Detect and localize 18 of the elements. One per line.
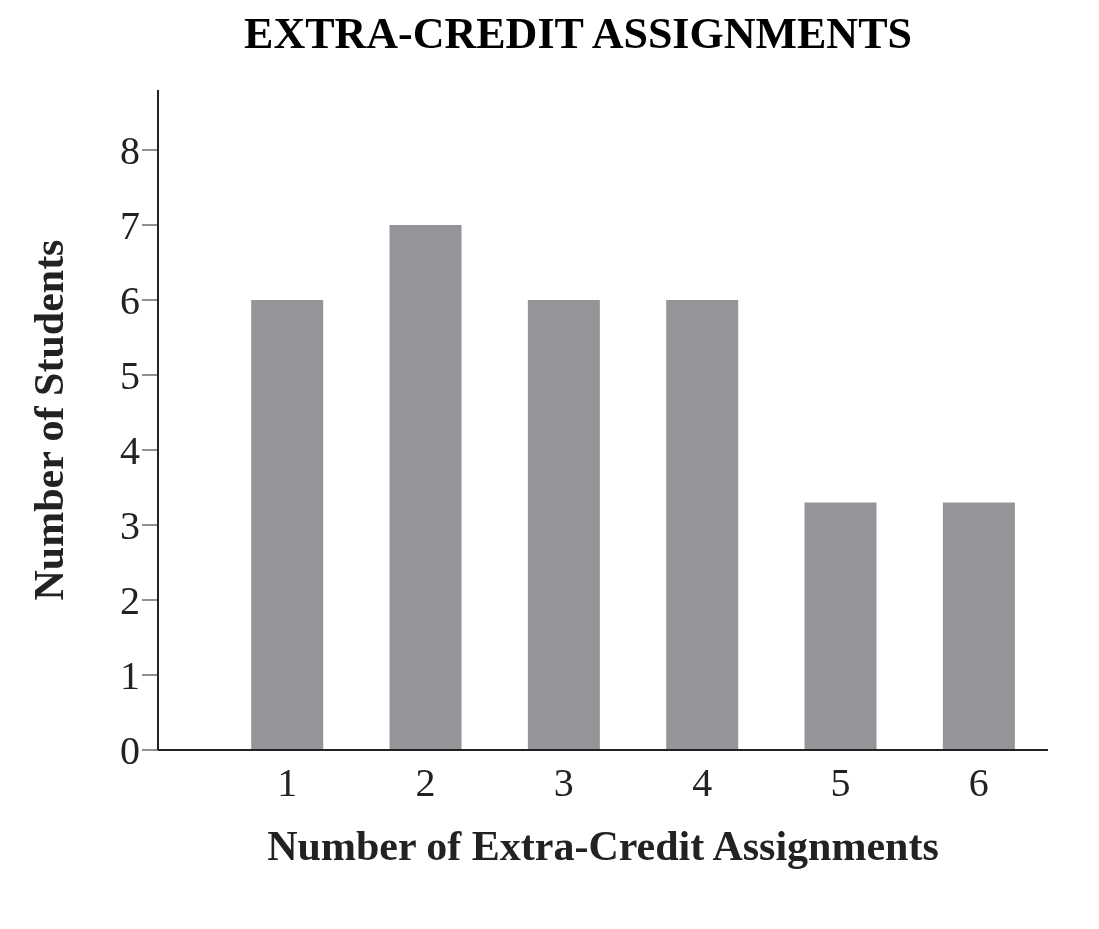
y-tick-label: 6 (120, 278, 140, 324)
y-axis-title: Number of Students (25, 239, 72, 601)
chart-title: EXTRA-CREDIT ASSIGNMENTS (243, 8, 913, 60)
y-tick-label: 8 (120, 128, 140, 174)
x-tick-label: 5 (830, 760, 851, 806)
y-tick-label: 3 (120, 503, 140, 549)
y-tick-label: 7 (120, 203, 140, 249)
y-tick-label: 1 (120, 653, 140, 699)
x-tick-label: 2 (415, 760, 436, 806)
y-tick-label: 0 (120, 728, 140, 774)
x-tick-label: 4 (692, 760, 713, 806)
y-tick-label: 4 (120, 428, 140, 474)
x-tick-label: 6 (968, 760, 989, 806)
y-tick-label: 2 (120, 578, 140, 624)
x-axis-title: Number of Extra-Credit Assignments (267, 823, 939, 869)
x-tick-label: 1 (277, 760, 298, 806)
x-tick-label: 3 (553, 760, 574, 806)
y-tick-label: 5 (120, 353, 140, 399)
